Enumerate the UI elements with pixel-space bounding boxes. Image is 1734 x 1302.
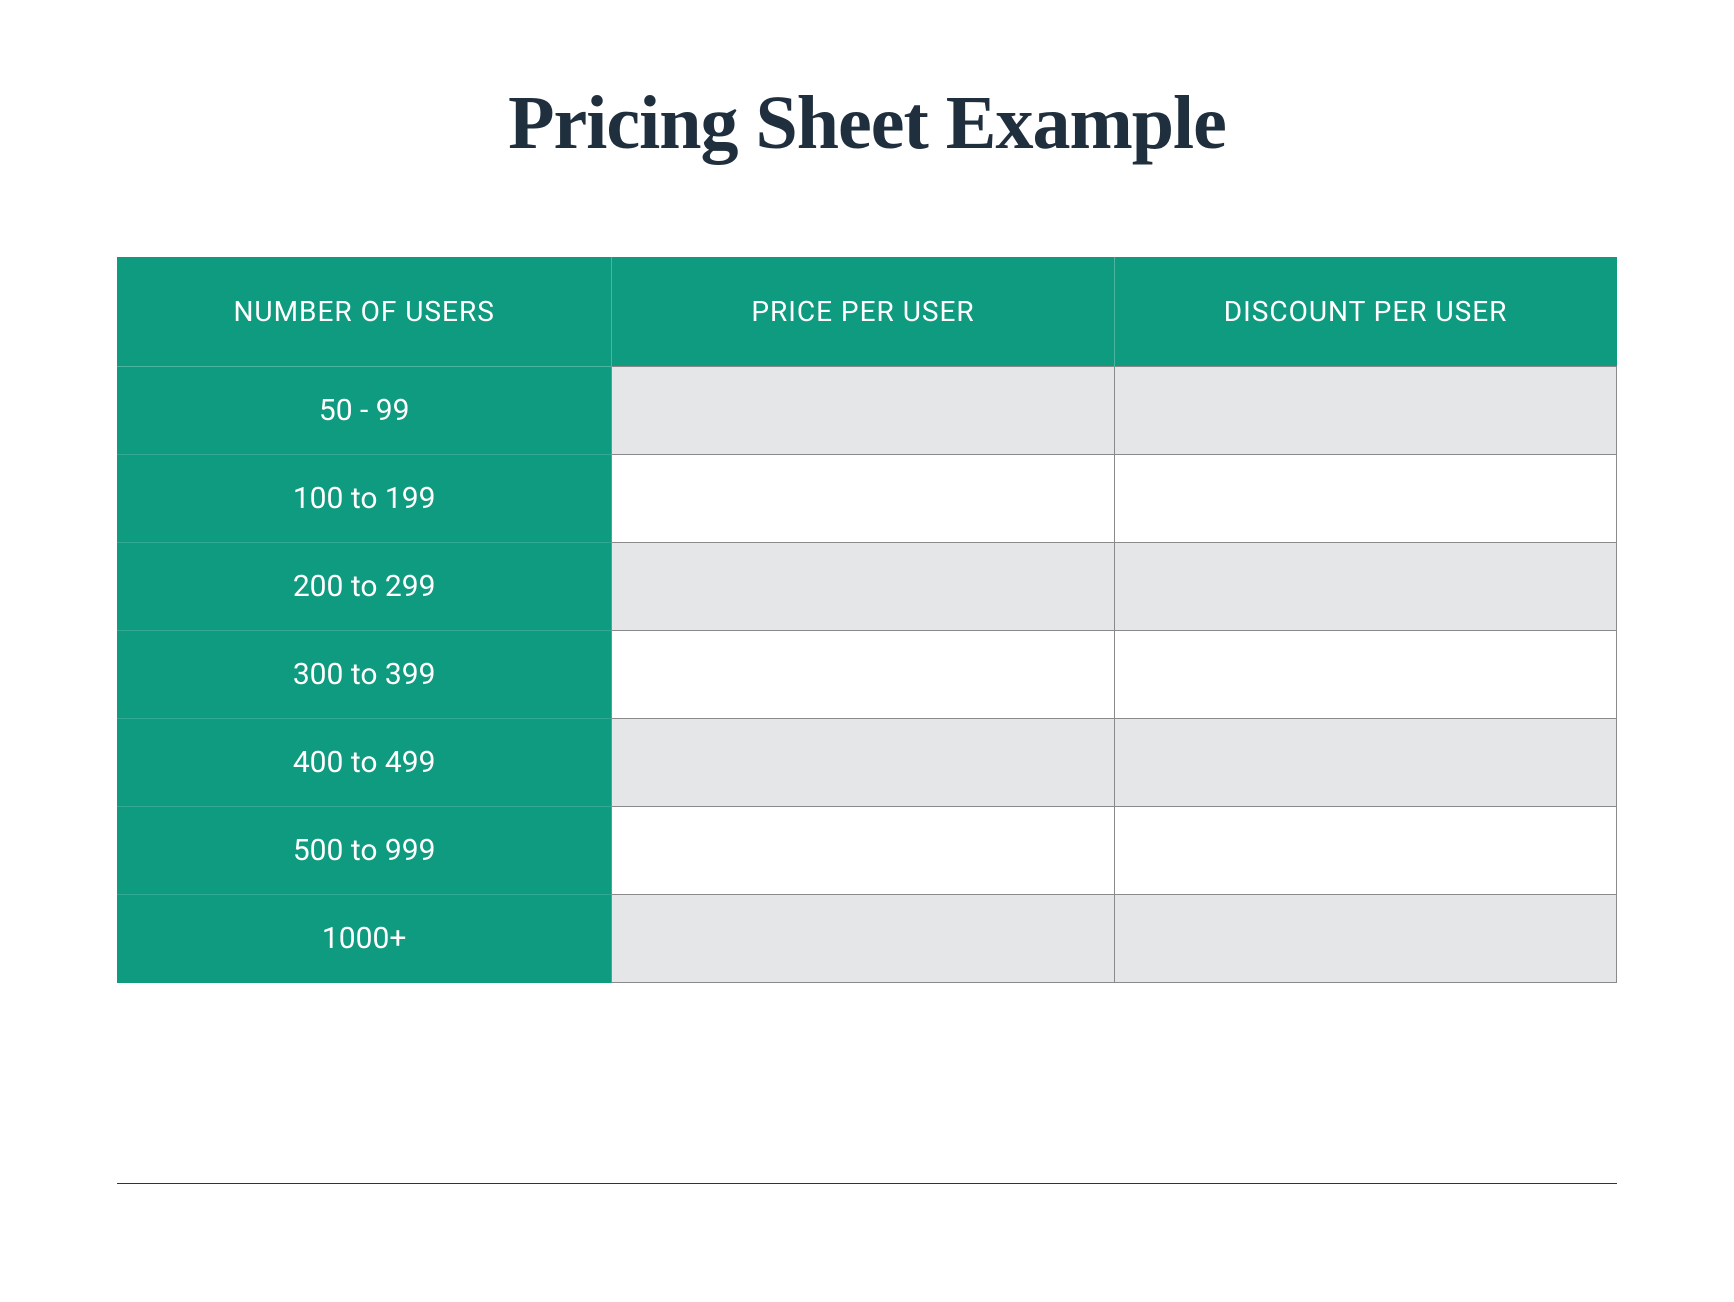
cell-users: 500 to 999 [117, 807, 612, 895]
page-title: Pricing Sheet Example [117, 80, 1617, 167]
cell-discount [1114, 807, 1616, 895]
cell-users: 1000+ [117, 895, 612, 983]
col-header-users: NUMBER OF USERS [117, 257, 612, 367]
table-row: 500 to 999 [117, 807, 1617, 895]
table-header-row: NUMBER OF USERS PRICE PER USER DISCOUNT … [117, 257, 1617, 367]
cell-users: 100 to 199 [117, 455, 612, 543]
cell-users: 50 - 99 [117, 367, 612, 455]
cell-users: 200 to 299 [117, 543, 612, 631]
cell-price [612, 719, 1114, 807]
table-row: 1000+ [117, 895, 1617, 983]
cell-discount [1114, 367, 1616, 455]
table-row: 50 - 99 [117, 367, 1617, 455]
cell-price [612, 367, 1114, 455]
cell-price [612, 807, 1114, 895]
pricing-table: NUMBER OF USERS PRICE PER USER DISCOUNT … [117, 257, 1617, 983]
cell-price [612, 631, 1114, 719]
cell-price [612, 543, 1114, 631]
cell-discount [1114, 455, 1616, 543]
table-row: 300 to 399 [117, 631, 1617, 719]
col-header-price: PRICE PER USER [612, 257, 1114, 367]
table-row: 200 to 299 [117, 543, 1617, 631]
cell-discount [1114, 719, 1616, 807]
cell-price [612, 455, 1114, 543]
table-row: 400 to 499 [117, 719, 1617, 807]
cell-discount [1114, 543, 1616, 631]
cell-discount [1114, 895, 1616, 983]
cell-price [612, 895, 1114, 983]
cell-discount [1114, 631, 1616, 719]
col-header-discount: DISCOUNT PER USER [1114, 257, 1616, 367]
cell-users: 300 to 399 [117, 631, 612, 719]
page-container: Pricing Sheet Example NUMBER OF USERS PR… [117, 0, 1617, 1184]
cell-users: 400 to 499 [117, 719, 612, 807]
table-row: 100 to 199 [117, 455, 1617, 543]
